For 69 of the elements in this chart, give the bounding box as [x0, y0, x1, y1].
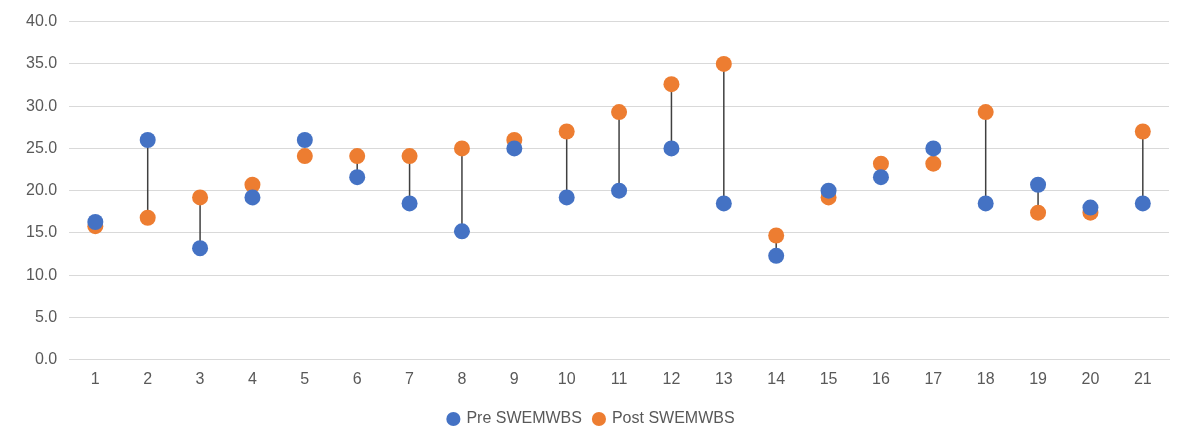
legend-label: Pre SWEMWBS — [466, 409, 582, 427]
x-tick-label: 5 — [300, 369, 310, 387]
y-tick-label: 30.0 — [26, 96, 58, 114]
point — [87, 213, 104, 230]
point — [715, 55, 732, 72]
x-tick-label: 19 — [1029, 369, 1048, 387]
x-tick-label: 17 — [924, 369, 943, 387]
point — [296, 131, 313, 148]
point — [611, 182, 628, 199]
point — [192, 189, 209, 206]
x-tick-label: 10 — [557, 369, 576, 387]
point — [820, 182, 837, 199]
point — [925, 140, 942, 157]
x-tick-label: 20 — [1081, 369, 1100, 387]
point — [401, 148, 418, 165]
y-tick-label: 35.0 — [26, 54, 58, 72]
y-tick-label: 40.0 — [26, 12, 58, 30]
y-tick-label: 10.0 — [26, 265, 58, 283]
x-tick-label: 13 — [714, 369, 733, 387]
x-tick-label: 15 — [819, 369, 838, 387]
point — [139, 209, 156, 226]
point — [611, 104, 628, 121]
point — [1030, 204, 1047, 221]
x-tick-label: 8 — [457, 369, 467, 387]
x-tick-label: 16 — [872, 369, 890, 387]
y-tick-label: 15.0 — [26, 223, 58, 241]
x-tick-label: 21 — [1133, 369, 1152, 387]
point — [925, 155, 942, 172]
point — [977, 104, 994, 121]
point — [1134, 195, 1151, 212]
point — [872, 155, 889, 172]
point — [1134, 123, 1151, 140]
x-tick-label: 3 — [195, 369, 205, 387]
point — [768, 247, 785, 264]
point — [506, 140, 523, 157]
x-tick-label: 7 — [405, 369, 415, 387]
legend-label: Post SWEMWBS — [611, 409, 735, 427]
point — [139, 131, 156, 148]
x-tick-label: 12 — [662, 369, 681, 387]
y-tick-label: 5.0 — [34, 307, 58, 325]
x-tick-label: 18 — [976, 369, 995, 387]
point — [663, 140, 680, 157]
point — [349, 169, 366, 186]
point — [1030, 176, 1047, 193]
point — [192, 240, 209, 257]
point — [244, 189, 261, 206]
y-tick-label: 20.0 — [26, 181, 58, 199]
point — [558, 189, 575, 206]
point — [872, 169, 889, 186]
point — [296, 148, 313, 165]
x-tick-label: 1 — [90, 369, 100, 387]
point — [1082, 199, 1099, 216]
x-tick-label: 14 — [767, 369, 786, 387]
point — [558, 123, 575, 140]
x-tick-label: 2 — [143, 369, 153, 387]
point — [349, 148, 366, 165]
point — [768, 227, 785, 244]
y-tick-label: 25.0 — [26, 138, 58, 156]
point — [453, 223, 470, 240]
point — [453, 140, 470, 157]
x-tick-label: 9 — [509, 369, 519, 387]
y-tick-label: 0.0 — [34, 350, 58, 368]
x-tick-label: 4 — [248, 369, 257, 387]
x-tick-label: 6 — [352, 369, 362, 387]
point — [663, 76, 680, 93]
point — [977, 195, 994, 212]
x-tick-label: 11 — [610, 369, 628, 387]
point — [401, 195, 418, 212]
point — [715, 195, 732, 212]
